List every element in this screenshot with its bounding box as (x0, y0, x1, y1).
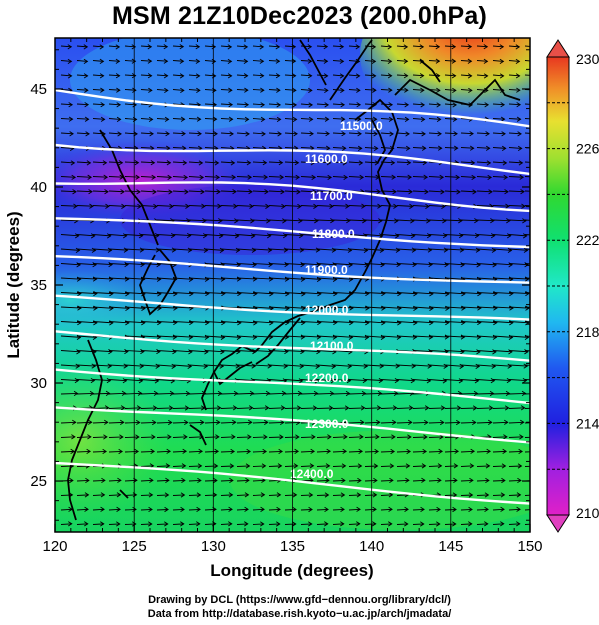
data-credit: Data from http://database.rish.kyoto−u.a… (147, 608, 452, 620)
contour-label: 11500.0 (340, 119, 383, 133)
colorbar-tick-label: 214 (576, 415, 599, 431)
contour-label: 12400.0 (290, 467, 334, 481)
y-axis-label: Latitude (degrees) (4, 211, 23, 358)
x-tick-label: 150 (517, 538, 542, 555)
contour-label: 12200.0 (305, 371, 349, 385)
contour-label: 11900.0 (305, 263, 348, 277)
x-tick-label: 130 (201, 538, 226, 555)
y-tick-label: 25 (30, 473, 47, 490)
colorbar-tick-label: 226 (576, 141, 599, 157)
y-tick-label: 35 (30, 277, 47, 294)
colorbar: 210 214 218 222 226 230 (546, 39, 599, 533)
x-tick-label: 125 (122, 538, 147, 555)
x-tick-label: 140 (359, 538, 384, 555)
y-tick-label: 40 (30, 179, 47, 196)
grid-lines (133, 38, 452, 532)
map-title: MSM 21Z10Dec2023 (200.0hPa) (111, 2, 488, 30)
x-tick-label: 120 (42, 538, 67, 555)
contour-label: 12300.0 (305, 417, 349, 431)
x-axis-ticks: 120 125 130 135 140 145 150 (42, 38, 543, 555)
y-tick-label: 30 (30, 375, 47, 392)
contour-label: 12000.0 (305, 303, 349, 317)
colorbar-tick-label: 222 (576, 232, 599, 248)
contour-label: 11800.0 (312, 227, 355, 241)
contour-label: 11600.0 (305, 152, 348, 166)
drawing-credit: Drawing by DCL (https://www.gfd−dennou.o… (148, 594, 451, 606)
x-tick-label: 135 (280, 538, 305, 555)
colorbar-tick-label: 210 (576, 505, 599, 521)
contour-label: 11700.0 (310, 189, 353, 203)
y-axis-ticks: 25 30 35 40 45 (30, 49, 530, 521)
y-tick-label: 45 (30, 81, 47, 98)
contour-label: 12100.0 (310, 339, 354, 353)
colorbar-tick-label: 218 (576, 324, 599, 340)
x-axis-label: Longitude (degrees) (210, 561, 373, 580)
x-tick-label: 145 (438, 538, 463, 555)
colorbar-tick-label: 230 (576, 51, 599, 67)
wind-vectors (60, 44, 530, 527)
